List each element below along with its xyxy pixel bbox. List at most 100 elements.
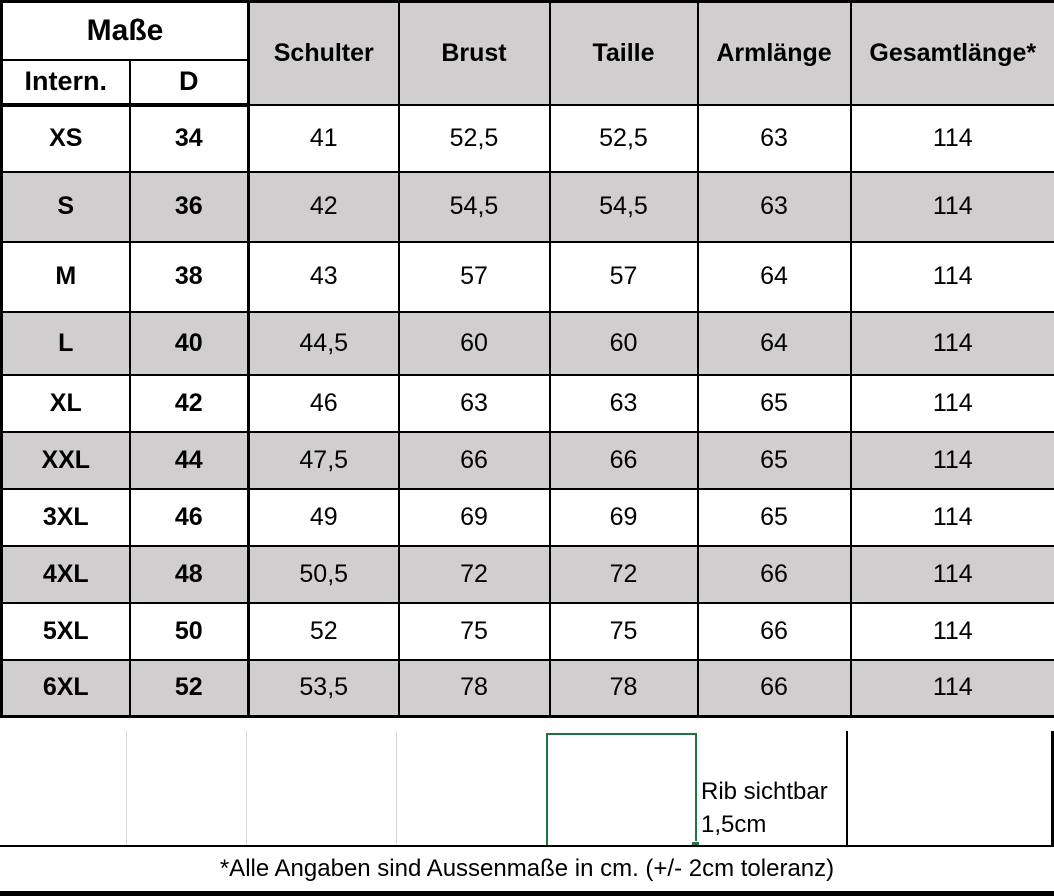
measure-value-cell: 114 bbox=[849, 103, 1054, 173]
rib-note-line1: Rib sichtbar bbox=[701, 778, 828, 805]
footnote-text: *Alle Angaben sind Aussenmaße in cm. (+/… bbox=[219, 855, 835, 882]
measure-value-cell: 57 bbox=[548, 240, 699, 313]
rib-note-line2: 1,5cm bbox=[701, 811, 767, 838]
measure-value-cell: 78 bbox=[548, 658, 699, 718]
size-intl-cell: XS bbox=[0, 103, 131, 173]
measure-value-cell: 114 bbox=[849, 544, 1054, 604]
measure-value-cell: 47,5 bbox=[247, 430, 400, 490]
size-d-cell: 44 bbox=[128, 430, 250, 490]
size-intl-cell: M bbox=[0, 240, 131, 313]
measure-value-cell: 78 bbox=[397, 658, 551, 718]
rib-note: Rib sichtbar 1,5cm bbox=[701, 731, 845, 843]
size-intl-cell: 5XL bbox=[0, 601, 131, 661]
measure-value-cell: 52,5 bbox=[397, 103, 551, 173]
measure-value-cell: 44,5 bbox=[247, 310, 400, 376]
measure-value-cell: 66 bbox=[696, 544, 852, 604]
table-row: 6XL 52 53,5 78 78 66 114 bbox=[0, 658, 1054, 718]
gridline bbox=[126, 731, 127, 845]
measure-value-cell: 54,5 bbox=[548, 170, 699, 243]
size-d-cell: 34 bbox=[128, 103, 250, 173]
column-header-intern: Intern. bbox=[0, 58, 131, 107]
size-intl-cell: S bbox=[0, 170, 131, 243]
footnote-row: *Alle Angaben sind Aussenmaße in cm. (+/… bbox=[0, 845, 1054, 891]
size-intl-cell: L bbox=[0, 310, 131, 376]
measure-value-cell: 114 bbox=[849, 487, 1054, 547]
measure-value-cell: 114 bbox=[849, 658, 1054, 718]
size-d-cell: 52 bbox=[128, 658, 250, 718]
table-row: L 40 44,5 60 60 64 114 bbox=[0, 310, 1054, 376]
measure-value-cell: 50,5 bbox=[247, 544, 400, 604]
measure-value-cell: 75 bbox=[548, 601, 699, 661]
bottom-border bbox=[0, 891, 1054, 896]
measure-value-cell: 52 bbox=[247, 601, 400, 661]
measure-value-cell: 54,5 bbox=[397, 170, 551, 243]
below-table-area: Rib sichtbar 1,5cm bbox=[0, 731, 1054, 896]
measure-value-cell: 63 bbox=[696, 103, 852, 173]
size-d-cell: 36 bbox=[128, 170, 250, 243]
measure-value-cell: 114 bbox=[849, 310, 1054, 376]
table-row: S 36 42 54,5 54,5 63 114 bbox=[0, 170, 1054, 243]
measure-value-cell: 52,5 bbox=[548, 103, 699, 173]
size-intl-cell: XL bbox=[0, 373, 131, 433]
measure-value-cell: 57 bbox=[397, 240, 551, 313]
measure-value-cell: 60 bbox=[548, 310, 699, 376]
gridline bbox=[396, 731, 397, 845]
measure-value-cell: 63 bbox=[696, 170, 852, 243]
measure-value-cell: 114 bbox=[849, 170, 1054, 243]
measure-value-cell: 114 bbox=[849, 373, 1054, 433]
measure-value-cell: 46 bbox=[247, 373, 400, 433]
table-row: M 38 43 57 57 64 114 bbox=[0, 240, 1054, 313]
table-row: 4XL 48 50,5 72 72 66 114 bbox=[0, 544, 1054, 604]
size-d-cell: 48 bbox=[128, 544, 250, 604]
table-row: XXL 44 47,5 66 66 65 114 bbox=[0, 430, 1054, 490]
measure-value-cell: 42 bbox=[247, 170, 400, 243]
table-title: Maße bbox=[0, 0, 250, 61]
measure-value-cell: 64 bbox=[696, 310, 852, 376]
measure-value-cell: 63 bbox=[397, 373, 551, 433]
gridline bbox=[246, 731, 247, 845]
table-row: XS 34 41 52,5 52,5 63 114 bbox=[0, 103, 1054, 173]
measure-value-cell: 72 bbox=[397, 544, 551, 604]
size-intl-cell: 4XL bbox=[0, 544, 131, 604]
size-intl-cell: 6XL bbox=[0, 658, 131, 718]
measure-value-cell: 53,5 bbox=[247, 658, 400, 718]
measure-value-cell: 66 bbox=[548, 430, 699, 490]
size-intl-cell: 3XL bbox=[0, 487, 131, 547]
column-header-gesamtlaenge: Gesamtlänge* bbox=[849, 0, 1054, 106]
column-header-d: D bbox=[128, 58, 250, 107]
measure-value-cell: 64 bbox=[696, 240, 852, 313]
measure-value-cell: 72 bbox=[548, 544, 699, 604]
measure-value-cell: 66 bbox=[696, 658, 852, 718]
column-header-brust: Brust bbox=[397, 0, 551, 106]
table-row: 5XL 50 52 75 75 66 114 bbox=[0, 601, 1054, 661]
column-header-schulter: Schulter bbox=[247, 0, 400, 106]
measure-value-cell: 75 bbox=[397, 601, 551, 661]
measure-value-cell: 66 bbox=[397, 430, 551, 490]
measure-value-cell: 65 bbox=[696, 430, 852, 490]
selected-cell[interactable] bbox=[546, 733, 700, 850]
table-row: XL 42 46 63 63 65 114 bbox=[0, 373, 1054, 433]
measure-value-cell: 69 bbox=[548, 487, 699, 547]
column-header-armlaenge: Armlänge bbox=[696, 0, 852, 106]
size-table: Maße Schulter Brust Taille Armlänge Gesa… bbox=[0, 0, 1054, 718]
cell-border bbox=[846, 731, 848, 845]
measure-value-cell: 63 bbox=[548, 373, 699, 433]
measure-value-cell: 114 bbox=[849, 601, 1054, 661]
size-d-cell: 40 bbox=[128, 310, 250, 376]
measure-value-cell: 114 bbox=[849, 240, 1054, 313]
measure-value-cell: 114 bbox=[849, 430, 1054, 490]
measure-value-cell: 69 bbox=[397, 487, 551, 547]
size-d-cell: 50 bbox=[128, 601, 250, 661]
measure-value-cell: 65 bbox=[696, 373, 852, 433]
measure-value-cell: 43 bbox=[247, 240, 400, 313]
measure-value-cell: 60 bbox=[397, 310, 551, 376]
size-d-cell: 46 bbox=[128, 487, 250, 547]
measure-value-cell: 41 bbox=[247, 103, 400, 173]
cell-border bbox=[1051, 731, 1054, 896]
table-row: 3XL 46 49 69 69 65 114 bbox=[0, 487, 1054, 547]
size-d-cell: 42 bbox=[128, 373, 250, 433]
size-d-cell: 38 bbox=[128, 240, 250, 313]
measure-value-cell: 49 bbox=[247, 487, 400, 547]
measure-value-cell: 65 bbox=[696, 487, 852, 547]
